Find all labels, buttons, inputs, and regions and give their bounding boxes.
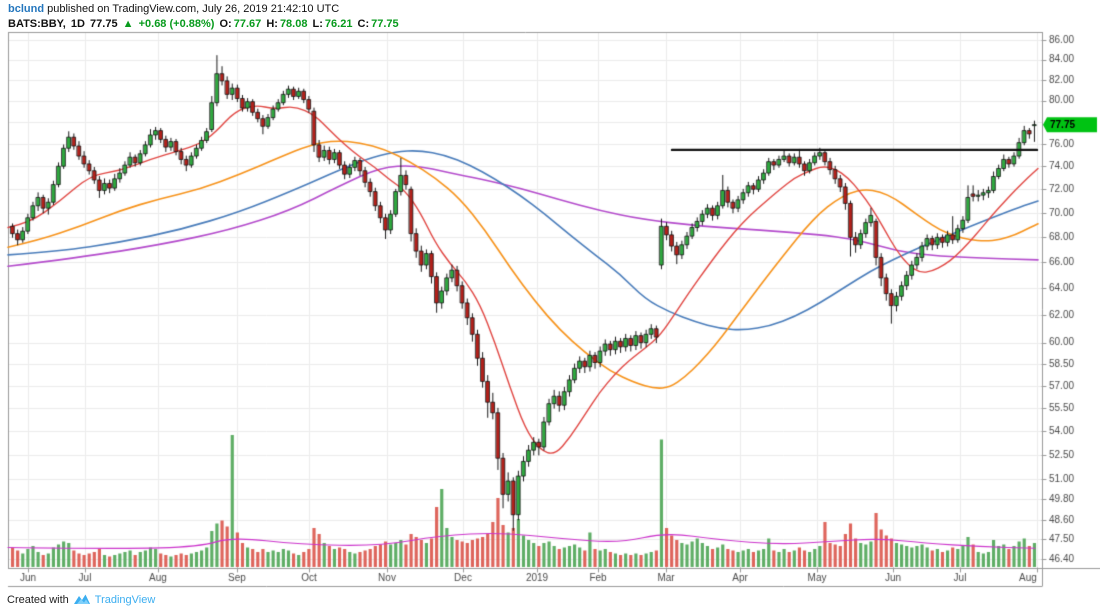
- chart-footer: Created with TradingView: [7, 593, 155, 606]
- interval-label: 1D: [70, 18, 85, 30]
- low-value: 76.21: [324, 18, 353, 30]
- author-link[interactable]: bclund: [8, 3, 45, 15]
- chart-header: bclund published on TradingView.com, Jul…: [8, 2, 401, 31]
- symbol-line: BATS:BBY, 1D 77.75 ▲ +0.68 (+0.88%) O: 77…: [8, 17, 401, 31]
- open-value: 77.67: [233, 18, 262, 30]
- tradingview-logo-icon: [73, 594, 90, 604]
- high-label: H:: [266, 18, 278, 30]
- publish-info-text: published on TradingView.com, July 26, 2…: [44, 3, 340, 15]
- close-label: C:: [357, 18, 370, 30]
- close-value: 77.75: [371, 18, 399, 30]
- symbol-label: BATS:BBY,: [8, 18, 66, 30]
- created-with-text: Created with: [7, 593, 69, 606]
- up-arrow-icon: ▲: [122, 18, 134, 30]
- tradingview-brand-link[interactable]: TradingView: [94, 593, 156, 606]
- low-label: L:: [312, 18, 323, 30]
- last-price: 77.75: [90, 18, 118, 30]
- price-change: +0.68 (+0.88%): [138, 18, 215, 30]
- high-value: 78.08: [279, 18, 308, 30]
- open-label: O:: [219, 18, 232, 30]
- publish-line: bclund published on TradingView.com, Jul…: [8, 2, 401, 16]
